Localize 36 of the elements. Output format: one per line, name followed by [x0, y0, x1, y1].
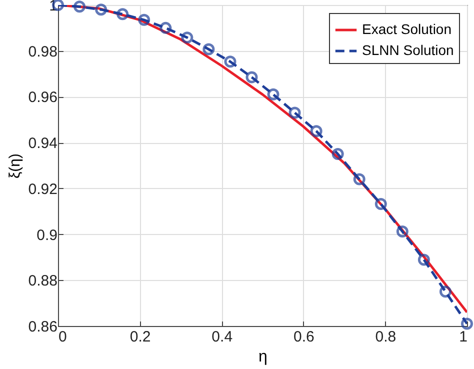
point [95, 4, 108, 16]
point [267, 88, 280, 100]
point [310, 125, 322, 138]
x-tick-label: 0.8 [375, 328, 396, 346]
legend-label: Exact Solution [362, 21, 452, 37]
y-tick-label: 0.94 [28, 135, 58, 152]
x-tick-label: 0.4 [212, 328, 233, 346]
x-tick-label: 0.6 [293, 328, 314, 346]
y-axis-title: ξ(η) [6, 153, 24, 179]
y-tick-label: 0.92 [28, 180, 58, 198]
y-tick-label: 0.86 [28, 318, 58, 336]
x-axis-title: η [258, 348, 268, 366]
point [396, 226, 408, 238]
point [138, 14, 150, 26]
x-tick-label: 0.2 [130, 328, 151, 346]
point [288, 106, 301, 119]
point [332, 148, 344, 160]
y-tick-label: 0.88 [28, 272, 58, 290]
point [439, 286, 452, 298]
point [160, 22, 172, 34]
point [246, 71, 258, 84]
legend-label: SLNN Solution [362, 42, 454, 58]
point [418, 254, 430, 266]
x-tick-label: 0 [58, 328, 67, 346]
point [181, 32, 194, 44]
point [374, 198, 387, 210]
y-tick-label: 0.96 [28, 89, 58, 106]
x-tick-label: 1 [459, 328, 468, 346]
point [202, 43, 215, 56]
y-tick-label: 0.98 [28, 43, 58, 60]
point [116, 8, 129, 20]
point [74, 0, 86, 13]
point [353, 173, 366, 186]
point [224, 56, 236, 68]
point [461, 318, 473, 330]
y-tick-label: 0.9 [36, 226, 58, 244]
